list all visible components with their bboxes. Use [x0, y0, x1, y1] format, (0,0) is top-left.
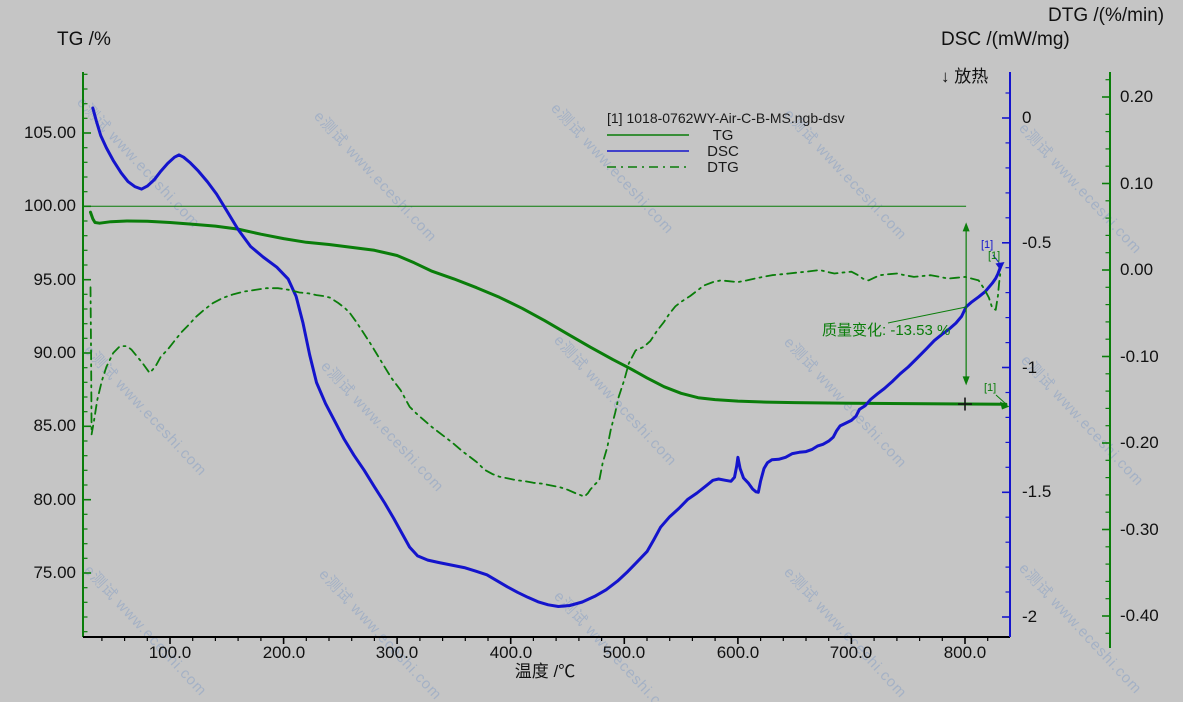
plot-canvas — [82, 72, 1111, 648]
thermal-analysis-chart: e测试 www.eceshi.com e测试 www.eceshi.com e测试 … — [0, 0, 1183, 702]
